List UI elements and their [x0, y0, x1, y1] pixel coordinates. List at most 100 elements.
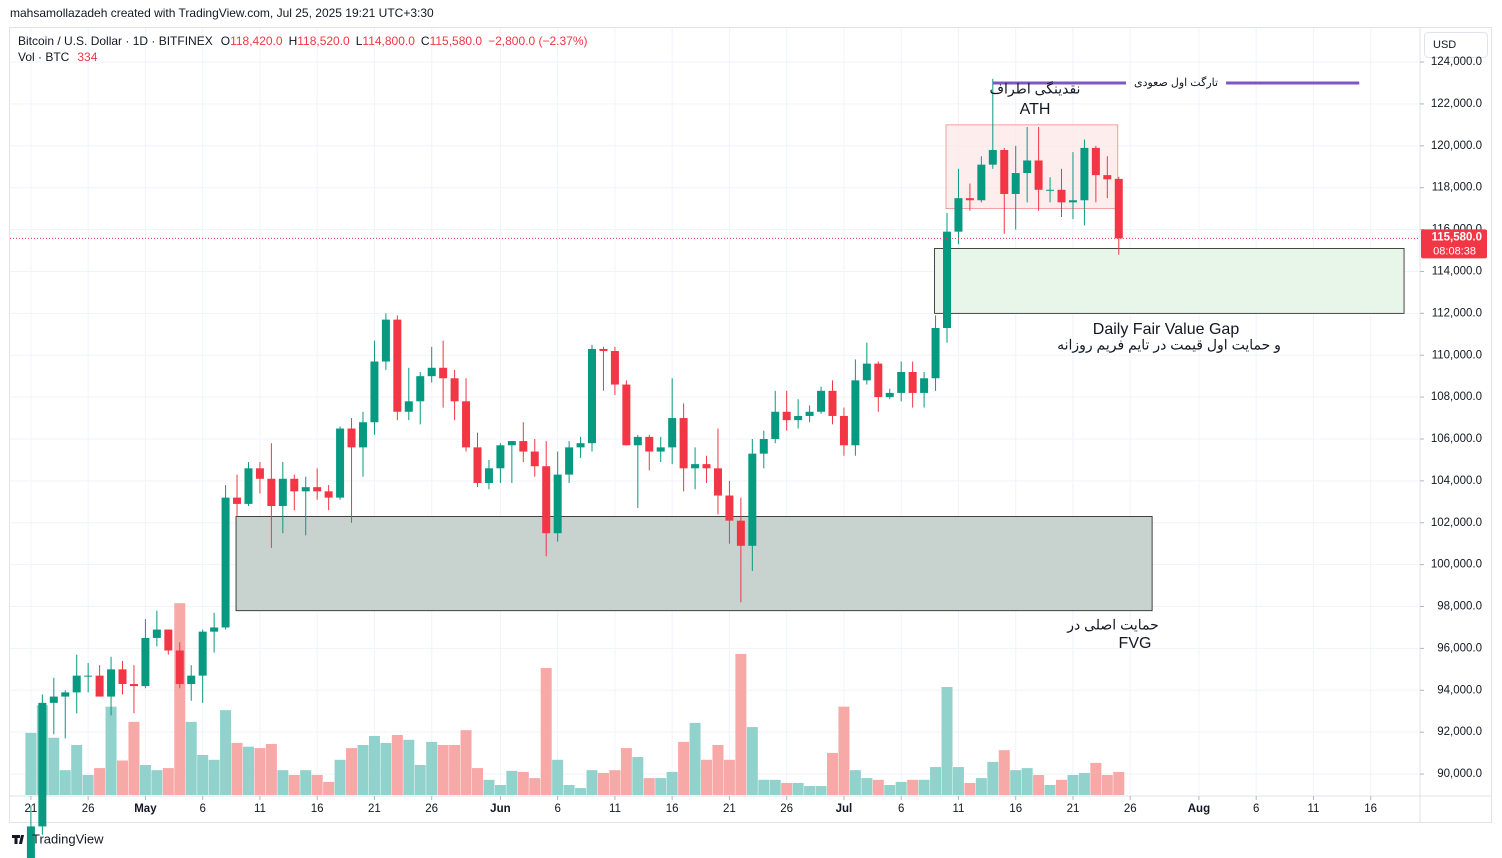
volume-bar	[643, 778, 655, 795]
volume-bar	[185, 721, 197, 795]
currency-button[interactable]	[1424, 32, 1488, 58]
candle-body	[679, 418, 688, 469]
volume-bar	[105, 706, 117, 795]
volume-bar	[701, 759, 713, 795]
x-tick-label: May	[134, 803, 157, 815]
symbol-line: Bitcoin / U.S. Dollar · 1D · BITFINEX O11…	[18, 34, 588, 48]
volume-bar	[94, 768, 106, 795]
volume-bar	[632, 757, 644, 795]
volume-bar	[48, 737, 60, 795]
volume-bar	[735, 653, 747, 795]
candle-body	[233, 497, 242, 504]
volume-bar	[403, 739, 415, 795]
currency-label[interactable]: USD	[1433, 39, 1456, 51]
ohlc-key: C	[421, 34, 430, 48]
x-tick-label: Jun	[490, 803, 510, 815]
volume-bar	[357, 744, 369, 795]
volume-bar	[689, 722, 701, 795]
volume-bar	[1044, 784, 1056, 795]
candle-body	[72, 675, 81, 693]
y-tick-label: 112,000.0	[1432, 307, 1482, 319]
volume-bar	[162, 768, 174, 795]
candle-body	[313, 487, 322, 492]
volume-bar	[265, 743, 277, 795]
plot: 90,000.0 92,000.0 94,000.0 96,000.0 98,000.0…	[10, 28, 1487, 858]
x-tick-label: 16	[1364, 803, 1377, 815]
x-tick-label: 11	[609, 803, 621, 815]
candle-body	[588, 348, 597, 444]
candle-body	[358, 422, 367, 448]
volume-bar	[804, 786, 816, 795]
volume-bar	[311, 774, 323, 795]
zone-box	[945, 124, 1119, 210]
x-tick-label: 6	[1253, 803, 1259, 815]
volume-bar	[460, 730, 472, 795]
candle-body	[885, 392, 894, 398]
candle-body	[118, 669, 127, 685]
x-tick-label: 26	[1124, 803, 1137, 815]
candle-body	[851, 380, 860, 446]
volume-bar	[414, 764, 426, 795]
x-tick-label: 26	[425, 803, 438, 815]
candle-body	[782, 411, 791, 421]
volume-bar	[128, 721, 140, 795]
volume-bar	[655, 778, 667, 795]
volume-line: Vol · BTC 334	[18, 50, 98, 64]
candle-body	[1114, 178, 1123, 239]
x-tick-label: 6	[199, 803, 205, 815]
volume-bar	[975, 778, 987, 795]
volume-bar	[620, 748, 632, 795]
candle-body	[61, 692, 70, 697]
volume-bar	[174, 603, 186, 795]
candle-body	[427, 367, 436, 377]
y-tick-label: 106,000.0	[1431, 433, 1482, 445]
volume-bar	[609, 770, 621, 795]
candle-body	[576, 443, 585, 448]
volume-bar	[586, 770, 598, 795]
candle-body	[49, 696, 58, 703]
credit: mahsamollazadeh created with TradingView…	[10, 6, 434, 20]
volume-bar	[1010, 770, 1022, 795]
candle-body	[874, 363, 883, 398]
candle-body	[1080, 147, 1089, 201]
annotation: حمایت اصلی در	[1066, 617, 1159, 634]
volume-value: 334	[77, 50, 97, 64]
candle-body	[794, 415, 803, 421]
volume-bar	[1090, 762, 1102, 795]
countdown-label: 08:08:38	[1433, 245, 1476, 257]
annotation: Daily Fair Value Gap	[1093, 321, 1240, 338]
change: −2,800.0 (−2.37%)	[488, 34, 587, 48]
volume-bar	[826, 752, 838, 795]
volume-bar	[781, 782, 793, 795]
y-tick-label: 100,000.0	[1431, 559, 1482, 571]
current-price-label: 115,580.0	[1431, 231, 1482, 243]
volume-bar	[723, 759, 735, 795]
volume-bar	[712, 744, 724, 795]
y-tick-label: 124,000.0	[1431, 56, 1482, 68]
ohlc-key: H	[289, 34, 298, 48]
x-tick-label: 16	[1009, 803, 1022, 815]
volume-bar	[964, 782, 976, 795]
volume-bar	[346, 748, 358, 795]
x-tick-label: 11	[1307, 803, 1319, 815]
candle-body	[210, 627, 219, 632]
candle-body	[255, 468, 264, 479]
annotation: ATH	[1020, 101, 1051, 118]
volume-bar	[872, 779, 884, 795]
candle-body	[771, 411, 780, 439]
volume-bar	[139, 764, 151, 795]
candle-body	[370, 361, 379, 423]
candle-body	[897, 371, 906, 393]
target-label: تارگت اول صعودی	[1134, 76, 1218, 89]
volume-bar	[1078, 772, 1090, 795]
volume-bar	[231, 742, 243, 795]
candle-body	[84, 675, 93, 677]
volume-bar	[838, 706, 850, 795]
y-tick-label: 94,000.0	[1437, 684, 1482, 696]
volume-bar	[197, 754, 209, 795]
annotation: FVG	[1119, 635, 1152, 652]
candle-body	[26, 826, 35, 858]
candle-body	[943, 231, 951, 329]
logo-icon	[12, 835, 24, 844]
